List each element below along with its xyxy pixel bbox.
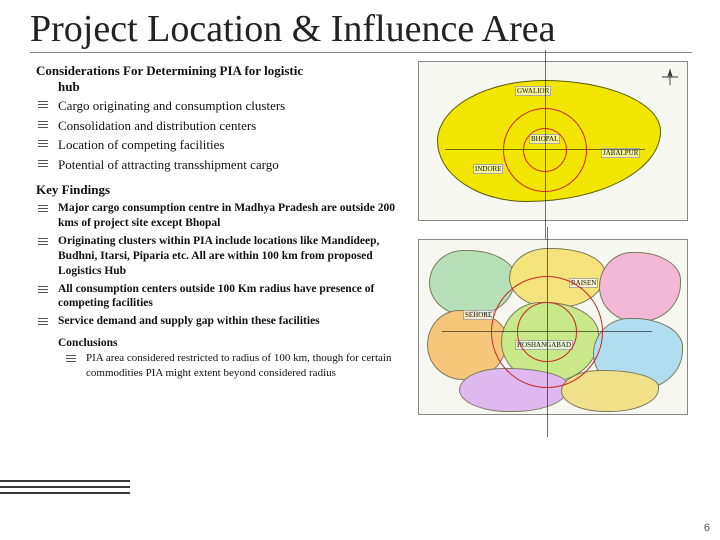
conclusions-block: Conclusions PIA area considered restrict… <box>58 337 400 381</box>
conclusions-heading: Conclusions <box>58 337 400 349</box>
findings-heading: Key Findings <box>36 182 400 198</box>
list-item: Potential of attracting transshipment ca… <box>36 156 400 174</box>
list-item: Service demand and supply gap within the… <box>36 314 400 329</box>
page-title: Project Location & Influence Area <box>30 10 692 53</box>
list-item: Originating clusters within PIA include … <box>36 234 400 279</box>
list-item: Location of competing facilities <box>36 136 400 154</box>
considerations-list: Cargo originating and consumption cluste… <box>36 97 400 173</box>
considerations-heading-line1: Considerations For Determining PIA for l… <box>36 63 303 78</box>
list-item: Consolidation and distribution centers <box>36 117 400 135</box>
considerations-heading-line2: hub <box>58 79 400 95</box>
corner-stripes-decoration <box>0 476 130 520</box>
district-map: RAISENSEHOREHOSHANGABAD <box>418 239 688 415</box>
conclusions-list: PIA area considered restricted to radius… <box>64 351 400 381</box>
list-item: All consumption centers outside 100 Km r… <box>36 282 400 312</box>
findings-list: Major cargo consumption centre in Madhya… <box>36 201 400 330</box>
considerations-heading: Considerations For Determining PIA for l… <box>36 63 400 96</box>
list-item: Cargo originating and consumption cluste… <box>36 97 400 115</box>
left-column: Considerations For Determining PIA for l… <box>30 59 400 433</box>
crosshair-icon <box>419 62 687 220</box>
state-map: GWALIORJABALPURBHOPALINDORE <box>418 61 688 221</box>
list-item: PIA area considered restricted to radius… <box>64 351 400 381</box>
page-number: 6 <box>704 522 710 534</box>
right-column: GWALIORJABALPURBHOPALINDORE RAISENSEHORE… <box>418 59 692 433</box>
compass-icon <box>661 68 679 86</box>
crosshair-icon <box>419 240 687 414</box>
slide: { "title": "Project Location & Influence… <box>0 0 720 540</box>
list-item: Major cargo consumption centre in Madhya… <box>36 201 400 231</box>
content-columns: Considerations For Determining PIA for l… <box>30 59 692 433</box>
